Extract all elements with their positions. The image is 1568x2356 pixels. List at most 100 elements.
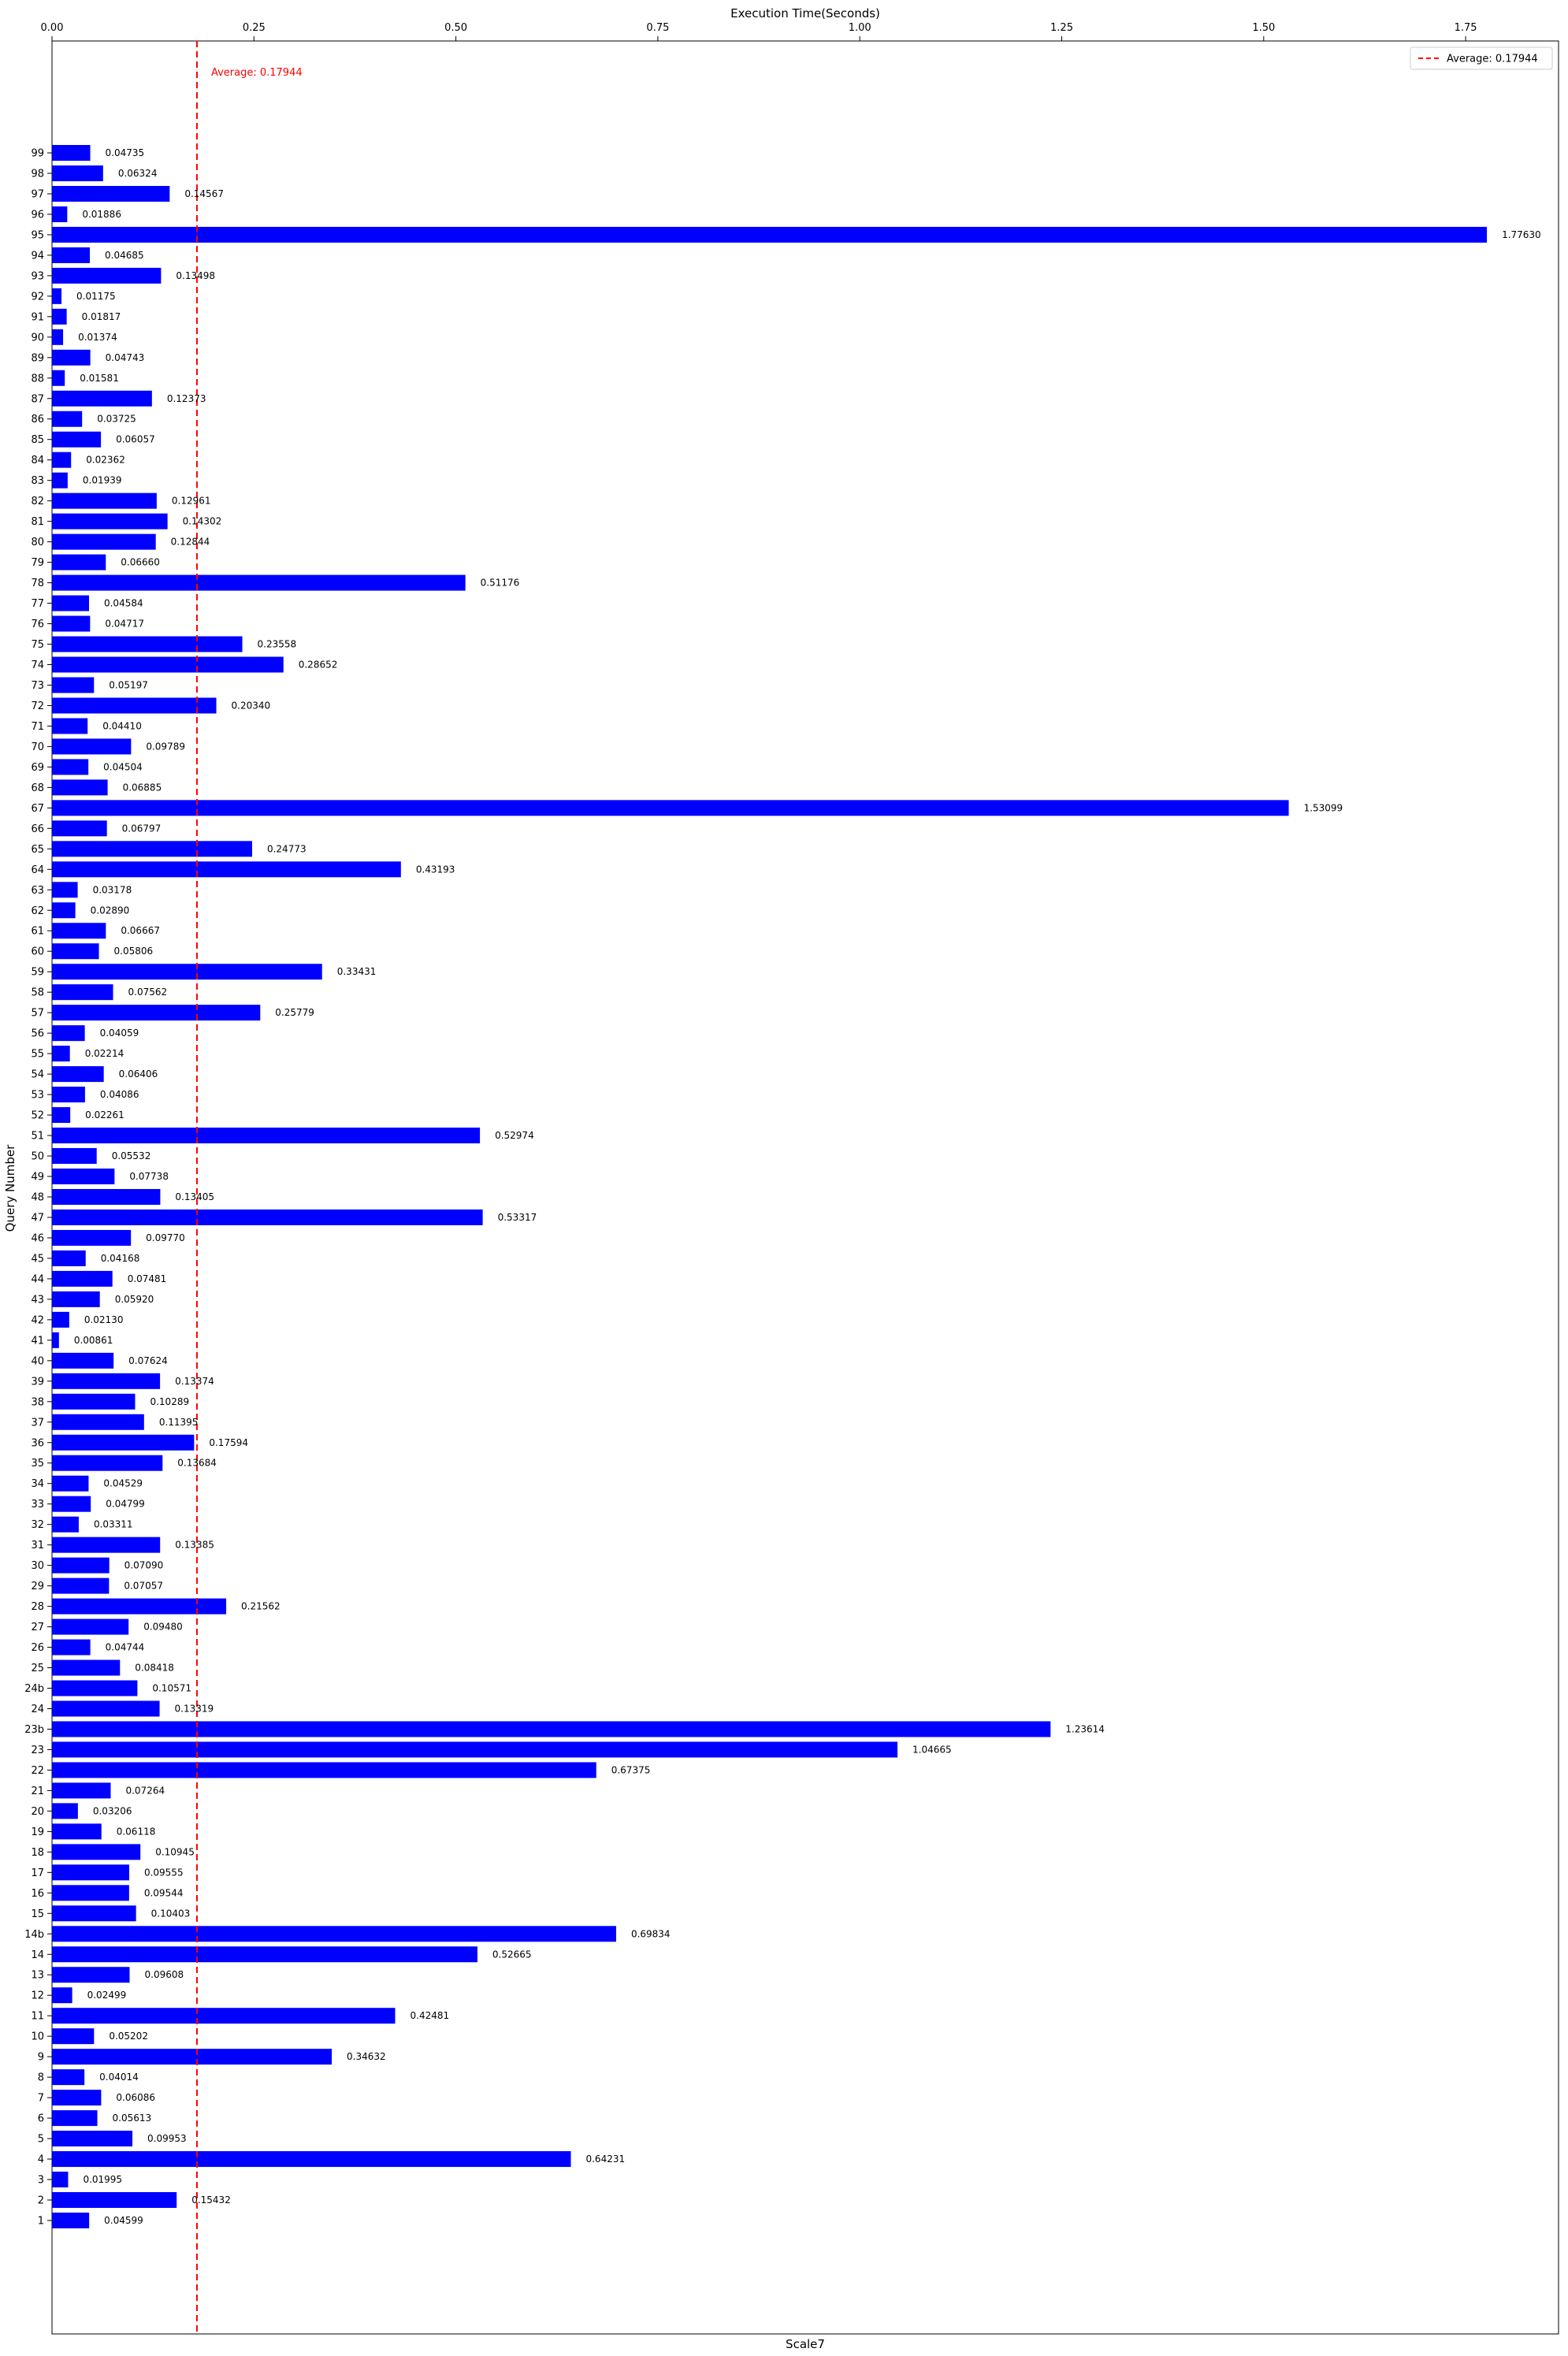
- bar-21: [52, 1782, 111, 1799]
- y-tick-label-26: 26: [31, 1642, 44, 1654]
- bar-24: [52, 1700, 160, 1717]
- bar-26: [52, 1639, 91, 1656]
- y-tick-label-17: 17: [31, 1867, 44, 1879]
- value-label-84: 0.02362: [86, 455, 125, 466]
- y-tick-label-79: 79: [31, 557, 44, 569]
- value-label-53: 0.04086: [100, 1089, 139, 1100]
- value-label-38: 0.10289: [150, 1396, 189, 1407]
- bar-28: [52, 1598, 227, 1615]
- y-tick-label-67: 67: [31, 803, 44, 815]
- y-tick-label-20: 20: [31, 1806, 44, 1818]
- y-tick-label-83: 83: [31, 475, 44, 487]
- bar-2: [52, 2192, 177, 2209]
- y-tick-label-14: 14: [31, 1949, 44, 1961]
- value-label-1: 0.04599: [104, 2215, 143, 2226]
- bar-23b: [52, 1721, 1051, 1737]
- y-tick-label-46: 46: [31, 1232, 44, 1244]
- y-tick-label-84: 84: [31, 455, 44, 466]
- y-tick-label-53: 53: [31, 1090, 44, 1102]
- y-tick-label-91: 91: [31, 311, 44, 323]
- y-tick-label-24b: 24b: [24, 1683, 44, 1695]
- y-tick-label-95: 95: [31, 229, 44, 241]
- y-tick-label-90: 90: [31, 332, 44, 344]
- x-tick-label-0.25: 0.25: [243, 22, 266, 34]
- value-label-46: 0.09770: [146, 1232, 185, 1243]
- value-label-57: 0.25779: [275, 1007, 314, 1018]
- value-label-30: 0.07090: [124, 1560, 164, 1571]
- bar-72: [52, 697, 217, 714]
- y-tick-label-62: 62: [31, 905, 44, 917]
- y-tick-label-59: 59: [31, 967, 44, 979]
- y-tick-label-69: 69: [31, 762, 44, 774]
- y-tick-label-36: 36: [31, 1437, 44, 1449]
- y-tick-label-45: 45: [31, 1253, 44, 1265]
- value-label-35: 0.13684: [177, 1458, 217, 1469]
- value-label-74: 0.28652: [299, 660, 338, 671]
- bar-32: [52, 1516, 79, 1533]
- y-tick-label-93: 93: [31, 270, 44, 282]
- bar-84: [52, 452, 72, 468]
- bar-56: [52, 1025, 85, 1042]
- value-label-22: 0.67375: [611, 1764, 651, 1775]
- y-tick-label-66: 66: [31, 823, 44, 835]
- y-tick-label-23: 23: [31, 1745, 44, 1756]
- bar-39: [52, 1373, 161, 1389]
- y-tick-label-81: 81: [31, 516, 44, 528]
- bar-86: [52, 411, 83, 427]
- bar-43: [52, 1291, 100, 1307]
- bar-12: [52, 1987, 72, 2004]
- y-tick-label-87: 87: [31, 393, 44, 405]
- y-tick-label-24: 24: [31, 1704, 44, 1715]
- bar-24b: [52, 1680, 138, 1696]
- bar-7: [52, 2090, 102, 2106]
- y-tick-label-13: 13: [31, 1970, 44, 1982]
- value-label-61: 0.06667: [121, 925, 160, 936]
- bar-78: [52, 574, 466, 591]
- value-label-19: 0.06118: [117, 1826, 156, 1837]
- y-tick-label-61: 61: [31, 926, 44, 938]
- bar-62: [52, 902, 76, 919]
- bar-20: [52, 1803, 78, 1819]
- value-label-83: 0.01939: [83, 475, 122, 486]
- bar-6: [52, 2110, 98, 2127]
- bar-40: [52, 1352, 114, 1369]
- bar-14b: [52, 1926, 616, 1942]
- bar-96: [52, 206, 68, 222]
- bar-11: [52, 2008, 396, 2024]
- y-tick-label-94: 94: [31, 250, 44, 262]
- value-label-67: 1.53099: [1304, 802, 1343, 813]
- bar-14: [52, 1946, 477, 1963]
- bar-51: [52, 1128, 481, 1144]
- value-label-16: 0.09544: [144, 1887, 184, 1898]
- value-label-65: 0.24773: [267, 843, 307, 854]
- value-label-79: 0.06660: [121, 557, 160, 568]
- x-tick-label-0.75: 0.75: [646, 22, 669, 34]
- y-axis-label: Query Number: [3, 1144, 17, 1232]
- y-tick-label-44: 44: [31, 1273, 44, 1285]
- y-tick-label-48: 48: [31, 1191, 44, 1203]
- bar-76: [52, 615, 91, 632]
- y-tick-label-71: 71: [31, 721, 44, 733]
- value-label-93: 0.13498: [176, 270, 215, 281]
- y-tick-label-22: 22: [31, 1765, 44, 1777]
- bar-66: [52, 820, 107, 837]
- value-label-92: 0.01175: [76, 291, 116, 302]
- y-tick-label-4: 4: [38, 2154, 44, 2166]
- y-tick-label-42: 42: [31, 1314, 44, 1326]
- bar-98: [52, 165, 103, 181]
- value-label-73: 0.05197: [109, 679, 148, 690]
- bar-38: [52, 1393, 136, 1410]
- value-label-60: 0.05806: [114, 946, 154, 957]
- value-label-23: 1.04665: [912, 1744, 952, 1755]
- bar-74: [52, 656, 284, 673]
- bar-82: [52, 492, 157, 509]
- value-label-17: 0.09555: [144, 1867, 184, 1878]
- y-tick-label-11: 11: [31, 2011, 44, 2023]
- bar-75: [52, 636, 243, 652]
- bar-73: [52, 677, 95, 693]
- value-label-18: 0.10945: [155, 1846, 195, 1857]
- y-tick-label-51: 51: [31, 1131, 44, 1143]
- y-tick-label-58: 58: [31, 987, 44, 999]
- y-tick-label-75: 75: [31, 639, 44, 651]
- bar-41: [52, 1332, 59, 1348]
